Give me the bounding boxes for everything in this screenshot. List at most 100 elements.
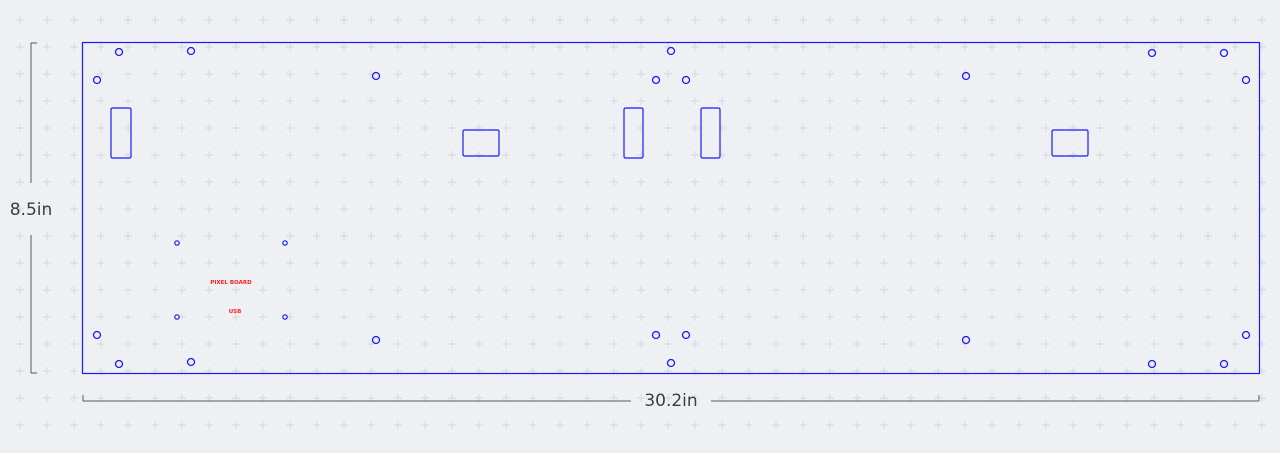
mounting-hole[interactable] bbox=[371, 335, 381, 345]
grid-cross bbox=[43, 97, 51, 105]
grid-cross bbox=[286, 43, 294, 51]
grid-cross bbox=[205, 421, 213, 429]
pixel-board-hole[interactable] bbox=[282, 240, 288, 246]
cutout-slot[interactable] bbox=[700, 107, 721, 159]
grid-cross bbox=[583, 97, 591, 105]
grid-cross bbox=[853, 43, 861, 51]
grid-cross bbox=[259, 70, 267, 78]
grid-cross bbox=[583, 340, 591, 348]
grid-cross bbox=[232, 97, 240, 105]
grid-cross bbox=[799, 16, 807, 24]
mounting-hole[interactable] bbox=[92, 330, 102, 340]
grid-cross bbox=[718, 124, 726, 132]
grid-cross bbox=[529, 232, 537, 240]
grid-cross bbox=[1177, 43, 1185, 51]
grid-cross bbox=[799, 178, 807, 186]
grid-cross bbox=[421, 70, 429, 78]
mounting-hole[interactable] bbox=[114, 359, 124, 369]
grid-cross bbox=[178, 16, 186, 24]
grid-cross bbox=[691, 340, 699, 348]
grid-cross bbox=[880, 421, 888, 429]
grid-cross bbox=[988, 340, 996, 348]
grid-cross bbox=[664, 232, 672, 240]
grid-cross bbox=[340, 340, 348, 348]
grid-cross bbox=[475, 70, 483, 78]
grid-cross bbox=[1150, 70, 1158, 78]
mounting-hole[interactable] bbox=[651, 330, 661, 340]
grid-cross bbox=[1015, 313, 1023, 321]
pixel-board-hole[interactable] bbox=[174, 314, 180, 320]
grid-cross bbox=[880, 16, 888, 24]
grid-cross bbox=[97, 259, 105, 267]
mounting-hole[interactable] bbox=[371, 71, 381, 81]
grid-cross bbox=[259, 313, 267, 321]
grid-cross bbox=[1096, 97, 1104, 105]
grid-cross bbox=[502, 43, 510, 51]
grid-cross bbox=[313, 178, 321, 186]
grid-cross bbox=[448, 43, 456, 51]
mounting-hole[interactable] bbox=[961, 335, 971, 345]
board-outline[interactable] bbox=[81, 41, 1261, 375]
mounting-hole[interactable] bbox=[1241, 330, 1251, 340]
mounting-hole[interactable] bbox=[961, 71, 971, 81]
grid-cross bbox=[691, 313, 699, 321]
grid-cross bbox=[1042, 16, 1050, 24]
grid-cross bbox=[691, 16, 699, 24]
grid-cross bbox=[286, 178, 294, 186]
mounting-hole[interactable] bbox=[186, 357, 196, 367]
grid-cross bbox=[1123, 232, 1131, 240]
cutout-slot[interactable] bbox=[462, 129, 500, 157]
grid-cross bbox=[1177, 421, 1185, 429]
cutout-slot[interactable] bbox=[623, 107, 644, 159]
mounting-hole[interactable] bbox=[114, 47, 124, 57]
grid-cross bbox=[880, 97, 888, 105]
pixel-board-hole[interactable] bbox=[174, 240, 180, 246]
mounting-hole[interactable] bbox=[666, 46, 676, 56]
grid-cross bbox=[340, 124, 348, 132]
grid-cross bbox=[70, 232, 78, 240]
pixel-board-hole[interactable] bbox=[282, 314, 288, 320]
grid-cross bbox=[205, 124, 213, 132]
mounting-hole[interactable] bbox=[1147, 48, 1157, 58]
mounting-hole[interactable] bbox=[1147, 359, 1157, 369]
grid-cross bbox=[664, 151, 672, 159]
grid-cross bbox=[475, 178, 483, 186]
grid-cross bbox=[1042, 421, 1050, 429]
grid-cross bbox=[637, 124, 645, 132]
background-grid bbox=[16, 16, 1266, 429]
grid-cross bbox=[448, 313, 456, 321]
mounting-hole[interactable] bbox=[651, 75, 661, 85]
grid-cross bbox=[421, 259, 429, 267]
grid-cross bbox=[664, 421, 672, 429]
grid-cross bbox=[367, 286, 375, 294]
grid-cross bbox=[907, 178, 915, 186]
mounting-hole[interactable] bbox=[1219, 359, 1229, 369]
grid-cross bbox=[232, 43, 240, 51]
cutout-slot[interactable] bbox=[1051, 129, 1089, 157]
grid-cross bbox=[853, 340, 861, 348]
mounting-hole[interactable] bbox=[1241, 75, 1251, 85]
grid-cross bbox=[772, 70, 780, 78]
mounting-hole[interactable] bbox=[681, 330, 691, 340]
mounting-hole[interactable] bbox=[681, 75, 691, 85]
grid-cross bbox=[367, 151, 375, 159]
mounting-hole[interactable] bbox=[1219, 48, 1229, 58]
grid-cross bbox=[934, 313, 942, 321]
grid-cross bbox=[1150, 178, 1158, 186]
mounting-hole[interactable] bbox=[186, 46, 196, 56]
grid-cross bbox=[1015, 421, 1023, 429]
mounting-hole[interactable] bbox=[666, 358, 676, 368]
grid-cross bbox=[745, 259, 753, 267]
grid-cross bbox=[151, 43, 159, 51]
grid-cross bbox=[1204, 340, 1212, 348]
grid-cross bbox=[799, 205, 807, 213]
grid-cross bbox=[448, 178, 456, 186]
grid-cross bbox=[691, 124, 699, 132]
grid-cross bbox=[853, 421, 861, 429]
mounting-hole[interactable] bbox=[92, 75, 102, 85]
grid-cross bbox=[1015, 178, 1023, 186]
grid-cross bbox=[151, 340, 159, 348]
grid-cross bbox=[583, 43, 591, 51]
grid-cross bbox=[1258, 16, 1266, 24]
cutout-slot[interactable] bbox=[110, 107, 132, 159]
